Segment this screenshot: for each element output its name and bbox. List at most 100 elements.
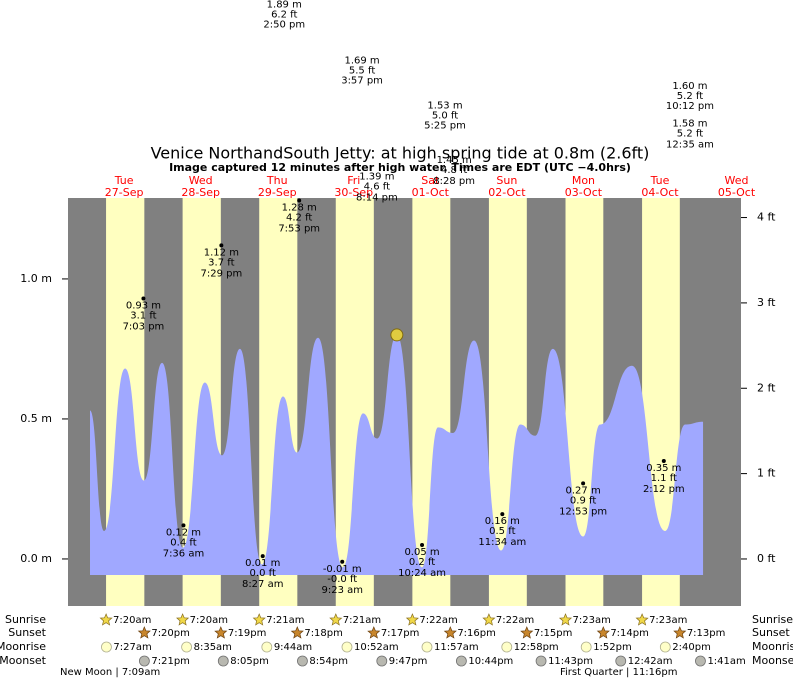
tide-extreme-dot (340, 559, 345, 564)
moonset-icon (455, 655, 467, 667)
moonrise-time: 10:52am (354, 642, 399, 653)
almanac-row-label: Moonset (0, 654, 47, 667)
moonrise-time: 11:57am (434, 642, 479, 653)
sunrise-icon (329, 613, 343, 626)
tide-height-ft: 5.2 ft (677, 91, 703, 102)
tide-height-m: 0.05 m (404, 547, 439, 558)
tide-height-m: -0.01 m (323, 564, 362, 575)
tide-height-ft: 0.2 ft (409, 557, 435, 568)
almanac-row-label: Moonset (752, 654, 793, 667)
sunset-icon (367, 626, 381, 639)
sunset-icon (214, 626, 228, 639)
sunset-icon (596, 626, 610, 639)
sunset-time: 7:16pm (457, 628, 496, 639)
tide-extreme-dot (260, 554, 265, 559)
tide-time: 9:23 am (321, 585, 363, 596)
y2-tick-label: 3 ft (757, 296, 776, 309)
tide-time: 11:34 am (478, 537, 526, 548)
tide-height-ft: 5.2 ft (677, 129, 703, 140)
moonset-time: 11:43pm (548, 656, 593, 667)
day-name: Wed (725, 174, 749, 187)
moonset-icon (535, 655, 547, 667)
sunrise-icon (482, 613, 496, 626)
day-name: Tue (114, 174, 134, 187)
day-name: Tue (650, 174, 670, 187)
day-name: Wed (189, 174, 213, 187)
moonset-icon (297, 655, 308, 667)
tide-extreme-dot (661, 458, 666, 463)
tide-time: 7:53 pm (278, 224, 320, 235)
sunset-time: 7:17pm (381, 628, 420, 639)
tide-height-ft: 4.6 ft (364, 182, 390, 193)
moonset-time: 1:41am (707, 656, 745, 667)
tide-time: 3:57 pm (341, 76, 383, 87)
tide-time: 10:24 am (398, 568, 446, 579)
almanac-row-label: Moonrise (752, 640, 793, 653)
sunrise-time: 7:20am (190, 615, 228, 626)
moonrise-time: 9:44am (274, 642, 312, 653)
moonset-icon (695, 655, 706, 667)
sunset-time: 7:14pm (610, 628, 649, 639)
sunset-time: 7:18pm (304, 628, 343, 639)
day-name: Mon (572, 174, 595, 187)
tide-height-ft: -0.0 ft (327, 574, 357, 585)
tide-height-ft: 0.4 ft (170, 537, 196, 548)
almanac-row-label: Moonrise (0, 640, 46, 653)
sunrise-icon (635, 613, 649, 626)
tide-extreme-dot (500, 512, 505, 517)
moonset-time: 7:21pm (151, 656, 190, 667)
moonrise-time: 7:27am (113, 642, 151, 653)
day-date: 05-Oct (718, 186, 756, 199)
sunrise-time: 7:22am (419, 615, 457, 626)
tide-extreme-dot (297, 198, 302, 203)
moon-phase-note: New Moon | 7:09am (60, 667, 160, 678)
tide-height-m: 0.27 m (566, 485, 601, 496)
tide-time: 2:50 pm (263, 20, 305, 31)
tide-height-ft: 1.1 ft (651, 473, 677, 484)
tide-extreme-dot (420, 542, 425, 547)
day-date: 30-Sep (334, 186, 373, 199)
tide-extreme-dot (141, 296, 146, 301)
almanac-row-label: Sunset (752, 626, 790, 639)
sunset-icon (520, 626, 534, 639)
sunrise-time: 7:20am (113, 615, 151, 626)
day-date: 04-Oct (641, 186, 679, 199)
tide-extreme-dot (219, 243, 224, 248)
moonset-time: 12:42am (628, 656, 673, 667)
day-date: 27-Sep (105, 186, 144, 199)
moon-phase-note: First Quarter | 11:16pm (560, 667, 678, 678)
sunset-time: 7:15pm (534, 628, 573, 639)
tide-height-m: 0.12 m (166, 527, 201, 538)
moonrise-time: 2:40pm (672, 642, 711, 653)
tide-height-m: 1.89 m (267, 0, 302, 11)
tide-time: 8:14 pm (356, 193, 398, 204)
tide-height-ft: 0.0 ft (250, 568, 276, 579)
moonrise-time: 12:58pm (514, 642, 559, 653)
moonset-time: 9:47pm (389, 656, 428, 667)
tide-height-ft: 4.2 ft (286, 213, 312, 224)
tide-time: 8:28 pm (433, 176, 475, 187)
moonrise-icon (341, 641, 353, 653)
tide-time: 12:35 am (666, 140, 714, 151)
day-date: 28-Sep (181, 186, 220, 199)
moonset-time: 8:54pm (309, 656, 348, 667)
tide-height-m: 0.93 m (126, 301, 161, 312)
sunrise-time: 7:22am (496, 615, 534, 626)
tide-height-m: 0.16 m (485, 516, 520, 527)
almanac-row-label: Sunrise (752, 613, 793, 626)
tide-time: 5:25 pm (424, 121, 466, 132)
day-date: 29-Sep (258, 186, 297, 199)
sunrise-icon (99, 613, 113, 626)
moonset-icon (217, 655, 229, 667)
day-name: Sun (496, 174, 517, 187)
moonrise-icon (261, 641, 273, 653)
tide-time: 2:12 pm (643, 484, 685, 495)
tide-height-m: 1.45 m (437, 155, 472, 166)
almanac-row-label: Sunset (8, 626, 46, 639)
y2-tick-label: 2 ft (757, 381, 776, 394)
sunrise-time: 7:21am (266, 615, 304, 626)
sunrise-icon (252, 613, 266, 626)
tide-height-ft: 3.1 ft (130, 311, 156, 322)
day-name: Sat (421, 174, 440, 187)
